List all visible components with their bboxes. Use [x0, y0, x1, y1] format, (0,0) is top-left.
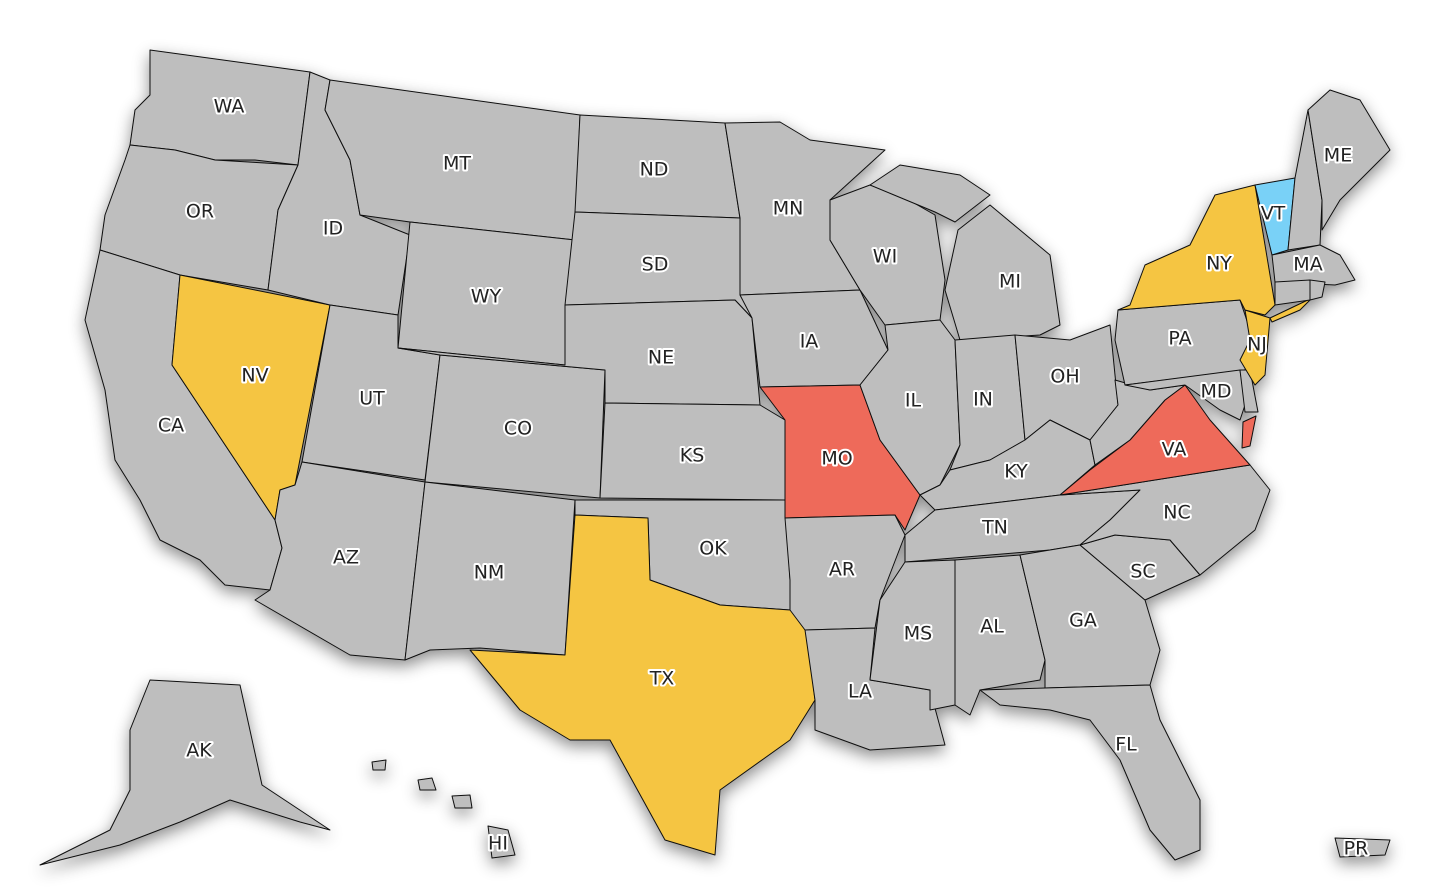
state-la[interactable]: [804, 627, 946, 751]
state-tx[interactable]: [469, 514, 816, 856]
state-nc[interactable]: [1059, 464, 1271, 576]
state-ct[interactable]: [1274, 279, 1311, 306]
state-nh[interactable]: [1287, 109, 1323, 251]
state-ri[interactable]: [1309, 279, 1326, 301]
state-oh[interactable]: [1014, 324, 1119, 441]
state-ia[interactable]: [739, 289, 889, 388]
state-me[interactable]: [1307, 89, 1391, 231]
state-ak[interactable]: [39, 679, 331, 866]
state-hi[interactable]: [371, 759, 516, 859]
state-fl[interactable]: [979, 684, 1201, 861]
state-nd[interactable]: [574, 114, 741, 219]
state-ne[interactable]: [397, 299, 761, 406]
state-mi[interactable]: [869, 164, 1061, 341]
state-wy[interactable]: [397, 221, 576, 366]
state-co[interactable]: [424, 354, 606, 499]
state-ks[interactable]: [599, 402, 786, 501]
state-shapes: [39, 49, 1391, 866]
state-az[interactable]: [254, 461, 426, 661]
state-pr[interactable]: [1334, 837, 1391, 858]
state-nm[interactable]: [404, 481, 576, 661]
